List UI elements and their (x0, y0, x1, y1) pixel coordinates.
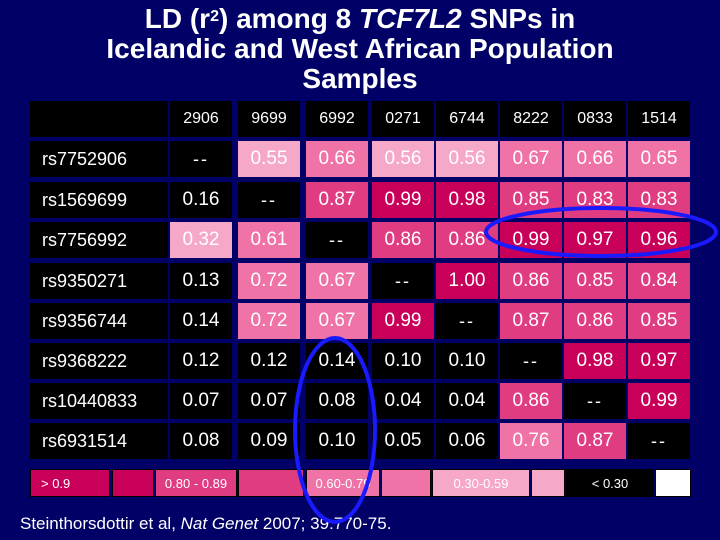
ld-value-cell: 0.85 (628, 303, 690, 339)
ld-value-cell: 0.66 (306, 141, 368, 177)
column-header: 2906 (170, 101, 232, 137)
ld-value-cell: 0.66 (564, 141, 626, 177)
ld-value-cell: 0.12 (170, 343, 232, 379)
ld-value-cell: 0.61 (238, 222, 300, 258)
citation: Steinthorsdottir et al, Nat Genet 2007; … (20, 514, 392, 533)
row-header: rs9368222 (30, 343, 168, 379)
ld-value-cell: 0.10 (306, 423, 368, 459)
ld-value-cell: 0.85 (500, 182, 562, 218)
ld-value-cell: 0.08 (306, 383, 368, 419)
ld-value-cell: 0.67 (306, 263, 368, 299)
column-header: 6992 (306, 101, 368, 137)
row-header: rs6931514 (30, 423, 168, 459)
ld-value-cell: 0.14 (306, 343, 368, 379)
ld-value-cell: -- (564, 383, 626, 419)
ld-value-cell: -- (500, 343, 562, 379)
ld-value-cell: 0.72 (238, 263, 300, 299)
ld-value-cell: 0.67 (306, 303, 368, 339)
ld-value-cell: 0.08 (170, 423, 232, 459)
ld-value-cell: 0.55 (238, 141, 300, 177)
ld-value-cell: 0.86 (436, 222, 498, 258)
ld-value-cell: 0.86 (500, 263, 562, 299)
ld-value-cell: 0.83 (628, 182, 690, 218)
ld-value-cell: -- (436, 303, 498, 339)
ld-value-cell: 0.04 (436, 383, 498, 419)
ld-value-cell: 0.97 (628, 343, 690, 379)
row-header: rs10440833 (30, 383, 168, 419)
ld-value-cell: 0.86 (500, 383, 562, 419)
ld-value-cell: 0.32 (170, 222, 232, 258)
ld-value-cell: 0.86 (564, 303, 626, 339)
ld-value-cell: 0.14 (170, 303, 232, 339)
title-line-1: LD (r2) among 8 TCF7L2 SNPs in (144, 3, 576, 34)
ld-value-cell: 0.10 (436, 343, 498, 379)
ld-value-cell: 0.13 (170, 263, 232, 299)
title-line-2: Icelandic and West African Population (106, 33, 614, 64)
row-header: rs7752906 (30, 141, 168, 177)
ld-value-cell: 0.07 (170, 383, 232, 419)
ld-value-cell: 0.83 (564, 182, 626, 218)
column-header: 0833 (564, 101, 626, 137)
row-header: rs7756992 (30, 222, 168, 258)
ld-value-cell: 0.99 (372, 303, 434, 339)
ld-value-cell: 0.16 (170, 182, 232, 218)
ld-value-cell: 0.12 (238, 343, 300, 379)
ld-value-cell: 0.76 (500, 423, 562, 459)
ld-value-cell: 0.85 (564, 263, 626, 299)
ld-value-cell: 0.05 (372, 423, 434, 459)
ld-value-cell: -- (170, 141, 232, 177)
title-line-3: Samples (302, 63, 418, 94)
column-header: 6744 (436, 101, 498, 137)
ld-value-cell: 0.87 (500, 303, 562, 339)
ld-value-cell: 0.98 (564, 343, 626, 379)
column-header: 1514 (628, 101, 690, 137)
ld-value-cell: 0.96 (628, 222, 690, 258)
ld-value-cell: 0.99 (628, 383, 690, 419)
ld-value-cell: 0.04 (372, 383, 434, 419)
ld-value-cell: 0.09 (238, 423, 300, 459)
ld-value-cell: 0.06 (436, 423, 498, 459)
ld-value-cell: 0.65 (628, 141, 690, 177)
ld-value-cell: 0.07 (238, 383, 300, 419)
ld-value-cell: 0.87 (306, 182, 368, 218)
table-corner (30, 101, 168, 137)
ld-value-cell: 0.87 (564, 423, 626, 459)
ld-value-cell: -- (628, 423, 690, 459)
row-header: rs9350271 (30, 263, 168, 299)
column-header: 8222 (500, 101, 562, 137)
ld-value-cell: 0.72 (238, 303, 300, 339)
ld-value-cell: 0.56 (372, 141, 434, 177)
ld-value-cell: 0.10 (372, 343, 434, 379)
slide-title: LD (r2) among 8 TCF7L2 SNPs in Icelandic… (0, 4, 720, 94)
ld-value-cell: 0.84 (628, 263, 690, 299)
ld-value-cell: -- (372, 263, 434, 299)
column-header: 9699 (238, 101, 300, 137)
column-header: 0271 (372, 101, 434, 137)
ld-value-cell: 0.86 (372, 222, 434, 258)
row-header: rs1569699 (30, 182, 168, 218)
ld-value-cell: -- (306, 222, 368, 258)
ld-value-cell: -- (238, 182, 300, 218)
row-header: rs9356744 (30, 303, 168, 339)
ld-value-cell: 0.67 (500, 141, 562, 177)
ld-value-cell: 0.99 (500, 222, 562, 258)
ld-value-cell: 0.56 (436, 141, 498, 177)
ld-value-cell: 0.98 (436, 182, 498, 218)
ld-value-cell: 1.00 (436, 263, 498, 299)
ld-value-cell: 0.99 (372, 182, 434, 218)
ld-value-cell: 0.97 (564, 222, 626, 258)
